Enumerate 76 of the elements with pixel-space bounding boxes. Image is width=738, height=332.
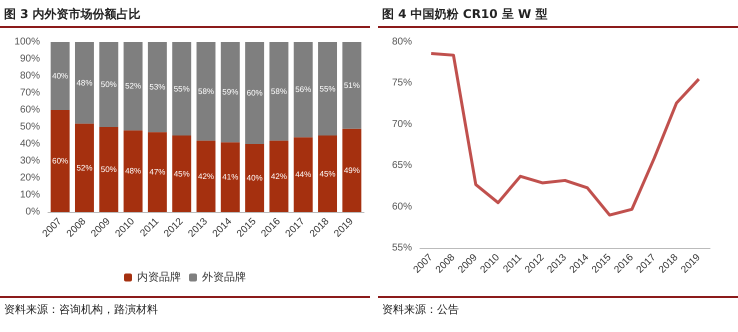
y-tick-label: 30% — [20, 156, 40, 166]
data-label: 48% — [125, 166, 142, 176]
y-tick-label: 50% — [20, 122, 40, 132]
data-label: 55% — [320, 84, 336, 94]
bar — [245, 42, 264, 144]
y-tick-label: 60% — [20, 104, 40, 116]
data-label: 40% — [246, 174, 263, 182]
legend-label: 内资品牌 — [137, 270, 181, 284]
bar — [99, 42, 118, 127]
bar — [50, 110, 70, 212]
bar — [342, 128, 362, 212]
bar — [99, 127, 118, 212]
data-label: 42% — [198, 172, 214, 181]
data-label: 52% — [76, 163, 92, 172]
data-label: 53% — [149, 82, 166, 92]
bar — [196, 140, 216, 212]
data-label: 40% — [52, 72, 68, 80]
bar — [269, 140, 288, 212]
data-label: 55% — [174, 84, 190, 94]
bar — [342, 42, 362, 129]
bar — [124, 42, 143, 130]
data-label: 51% — [344, 80, 360, 90]
text: 资料来源：咨询机构，路演材料 — [4, 302, 158, 317]
bar — [220, 142, 240, 212]
y-tick-label: 0% — [26, 206, 40, 218]
y-tick-label: 60% — [392, 201, 412, 212]
legend-label: 外资品牌 — [202, 272, 246, 284]
data-label: 41% — [222, 172, 238, 182]
data-label: 60% — [52, 156, 68, 166]
chart-title: 图 3 内外资市场份额占比 — [4, 6, 141, 23]
data-label: 49% — [344, 166, 360, 175]
y-tick-label: 70% — [392, 118, 412, 130]
bar — [148, 42, 167, 132]
y-tick-label: 10% — [20, 190, 40, 200]
data-label: 58% — [270, 86, 287, 96]
bar — [50, 42, 70, 110]
bar — [172, 42, 192, 136]
y-tick-label: 65% — [392, 160, 412, 172]
data-label: 44% — [295, 170, 312, 180]
data-label: 56% — [295, 85, 312, 94]
y-tick-label: 80% — [392, 36, 412, 48]
bar — [318, 136, 338, 212]
data-label: 45% — [174, 169, 190, 178]
data-label: 59% — [222, 88, 238, 97]
y-tick-label: 80% — [20, 70, 40, 82]
y-tick-label: 20% — [20, 172, 40, 184]
bar — [220, 42, 240, 142]
chart-title: 图 4 中国奶粉 CR10 呈 W 型 — [382, 6, 548, 23]
bar — [124, 130, 143, 212]
y-tick-label: 90% — [20, 54, 40, 64]
bar — [269, 42, 288, 141]
bar — [294, 42, 313, 138]
data-label: 60% — [246, 88, 263, 98]
bar — [74, 124, 94, 212]
bar — [245, 144, 264, 212]
bar — [172, 136, 192, 212]
y-tick-label: 100% — [14, 36, 40, 48]
data-label: 50% — [100, 165, 117, 174]
bar — [294, 137, 313, 212]
data-label: 42% — [270, 172, 287, 181]
data-label: 48% — [76, 78, 92, 88]
bar — [196, 42, 216, 141]
text: 资料来源：公告 — [382, 302, 459, 317]
data-label: 50% — [100, 80, 117, 89]
data-label: 58% — [198, 86, 214, 96]
y-tick-label: 40% — [20, 138, 40, 150]
data-label: 47% — [149, 168, 166, 177]
data-label: 52% — [125, 82, 142, 91]
line-series — [430, 52, 700, 217]
bar — [74, 42, 94, 124]
bar — [148, 132, 167, 212]
y-tick-label: 55% — [392, 242, 412, 254]
y-tick-label: 75% — [392, 78, 412, 89]
bar — [318, 42, 338, 136]
data-label: 45% — [320, 169, 336, 178]
y-tick-label: 70% — [20, 88, 40, 98]
